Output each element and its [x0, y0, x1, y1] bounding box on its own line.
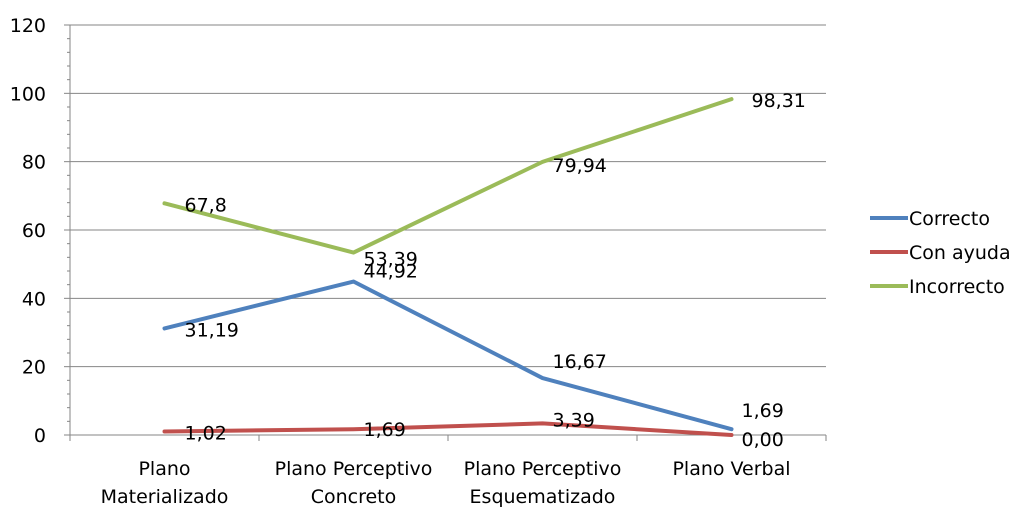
- data-labels: 31,19 44,92 16,67 1,69 1,02 1,69 3,39 0,00 67,8 5…: [185, 90, 806, 451]
- x-tick-label: Plano Verbal: [672, 458, 790, 480]
- data-label: 1,69: [742, 400, 784, 422]
- y-tick-label: 40: [22, 288, 46, 310]
- y-tick-label: 20: [22, 357, 46, 379]
- x-tick-label: Plano Perceptivo Concreto: [275, 458, 433, 508]
- x-axis: Plano Materializado Plano Perceptivo Concre…: [69, 435, 827, 508]
- data-label: 44,92: [364, 261, 418, 283]
- y-axis: 0 20 40 60 80 100 120: [10, 15, 71, 447]
- data-label: 1,02: [185, 423, 227, 445]
- series-line-correcto: [162, 279, 734, 432]
- data-label: 98,31: [752, 90, 806, 112]
- legend-label: Correcto: [909, 208, 990, 230]
- series-line-con-ayuda: [162, 421, 734, 437]
- gridlines: [70, 24, 826, 436]
- x-tick-label: Plano Materializado: [101, 458, 229, 508]
- data-label: 79,94: [553, 155, 607, 177]
- data-label: 31,19: [185, 319, 239, 341]
- data-label: 53,39: [364, 249, 418, 271]
- legend: Correcto Con ayuda Incorrecto: [870, 208, 1011, 298]
- legend-label: Con ayuda: [909, 242, 1011, 264]
- y-tick-label: 120: [10, 15, 46, 37]
- series-lines: [162, 97, 734, 437]
- y-tick-label: 100: [10, 83, 46, 105]
- data-label: 0,00: [742, 429, 784, 451]
- data-label: 67,8: [185, 194, 227, 216]
- data-label: 16,67: [553, 351, 607, 373]
- data-label: 3,39: [553, 409, 595, 431]
- data-label: 1,69: [364, 419, 406, 441]
- x-tick-label: Plano Perceptivo Esquematizado: [464, 458, 622, 508]
- y-tick-label: 80: [22, 152, 46, 174]
- series-line-incorrecto: [162, 97, 734, 255]
- legend-label: Incorrecto: [909, 276, 1005, 298]
- y-tick-label: 60: [22, 220, 46, 242]
- y-tick-label: 0: [34, 425, 46, 447]
